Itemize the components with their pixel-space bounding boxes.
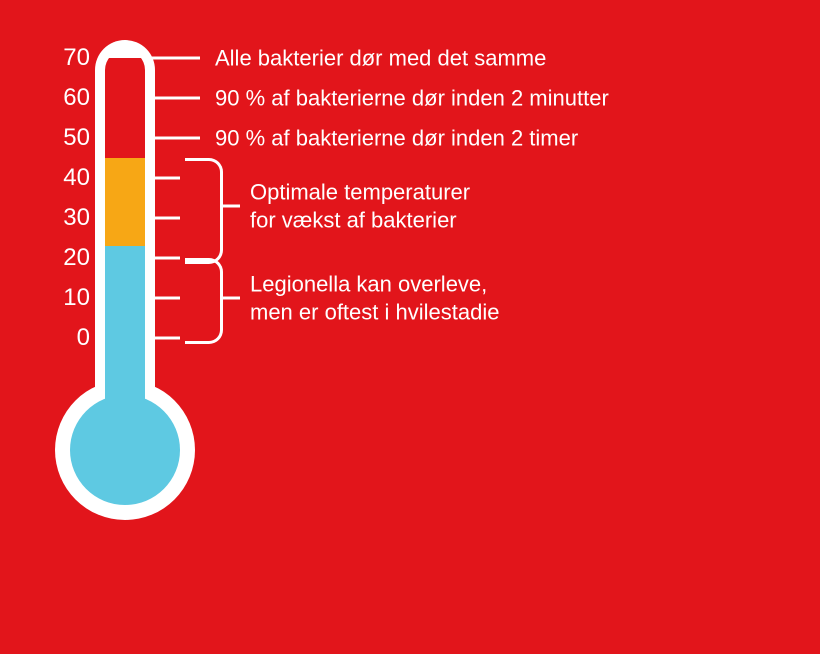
tick-mark — [150, 297, 180, 300]
annotation-text: 90 % af bakterierne dør inden 2 minutter — [215, 84, 609, 112]
temperature-zone — [105, 246, 145, 410]
tick-mark — [150, 177, 180, 180]
tick-mark — [150, 97, 200, 100]
temperature-zone — [105, 158, 145, 246]
scale-label: 30 — [40, 204, 90, 232]
scale-label: 0 — [40, 324, 90, 352]
range-bracket — [185, 258, 223, 344]
annotation-text: Alle bakterier dør med det samme — [215, 44, 546, 72]
scale-label: 70 — [40, 44, 90, 72]
scale-label: 60 — [40, 84, 90, 112]
range-annotation-text: Legionella kan overleve, men er oftest i… — [250, 271, 499, 326]
tick-mark — [150, 257, 180, 260]
tick-mark — [150, 137, 200, 140]
scale-label: 40 — [40, 164, 90, 192]
range-bracket-stem — [220, 205, 240, 208]
tick-mark — [150, 217, 180, 220]
thermometer-bulb-fill — [70, 395, 180, 505]
temperature-zone — [105, 58, 145, 158]
range-bracket-stem — [220, 297, 240, 300]
tick-mark — [150, 337, 180, 340]
scale-label: 10 — [40, 284, 90, 312]
annotation-text: 90 % af bakterierne dør inden 2 timer — [215, 124, 578, 152]
scale-label: 50 — [40, 124, 90, 152]
range-bracket — [185, 158, 223, 264]
thermometer-tube — [105, 50, 145, 410]
tick-mark — [150, 57, 200, 60]
range-annotation-text: Optimale temperaturer for vækst af bakte… — [250, 179, 470, 234]
scale-label: 20 — [40, 244, 90, 272]
